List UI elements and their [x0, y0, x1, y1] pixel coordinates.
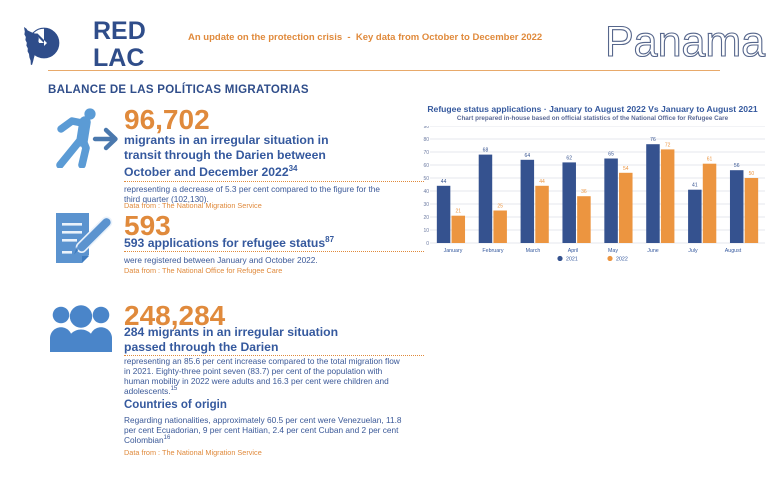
svg-text:August: August	[725, 248, 742, 254]
svg-text:90: 90	[423, 126, 429, 130]
svg-text:41: 41	[692, 183, 698, 189]
svg-text:65: 65	[608, 152, 614, 158]
svg-text:25: 25	[497, 204, 503, 210]
svg-text:2022: 2022	[616, 257, 628, 262]
svg-text:May: May	[608, 248, 618, 254]
svg-text:72: 72	[665, 142, 671, 148]
svg-text:60: 60	[423, 163, 429, 169]
svg-text:54: 54	[623, 166, 629, 172]
svg-text:70: 70	[423, 150, 429, 156]
svg-text:50: 50	[749, 171, 755, 177]
svg-text:56: 56	[734, 163, 740, 169]
svg-text:61: 61	[707, 157, 713, 163]
svg-text:January: January	[444, 248, 463, 254]
svg-text:Panama: Panama	[605, 18, 765, 66]
svg-text:68: 68	[483, 148, 489, 154]
svg-text:2021: 2021	[566, 257, 578, 262]
svg-text:62: 62	[566, 155, 572, 161]
svg-text:30: 30	[423, 202, 429, 208]
svg-text:36: 36	[581, 189, 587, 195]
svg-text:40: 40	[423, 189, 429, 195]
svg-text:76: 76	[650, 137, 656, 143]
svg-text:10: 10	[423, 228, 429, 234]
svg-text:June: June	[647, 248, 659, 254]
svg-text:64: 64	[525, 153, 531, 159]
svg-text:44: 44	[539, 179, 545, 185]
svg-text:February: February	[482, 248, 504, 254]
svg-text:44: 44	[441, 179, 447, 185]
svg-text:21: 21	[456, 209, 462, 215]
svg-text:50: 50	[423, 176, 429, 182]
svg-text:0: 0	[426, 241, 429, 247]
svg-text:July: July	[688, 248, 698, 254]
svg-text:March: March	[526, 248, 541, 254]
svg-text:20: 20	[423, 215, 429, 221]
svg-text:80: 80	[423, 137, 429, 143]
svg-text:April: April	[568, 248, 579, 254]
